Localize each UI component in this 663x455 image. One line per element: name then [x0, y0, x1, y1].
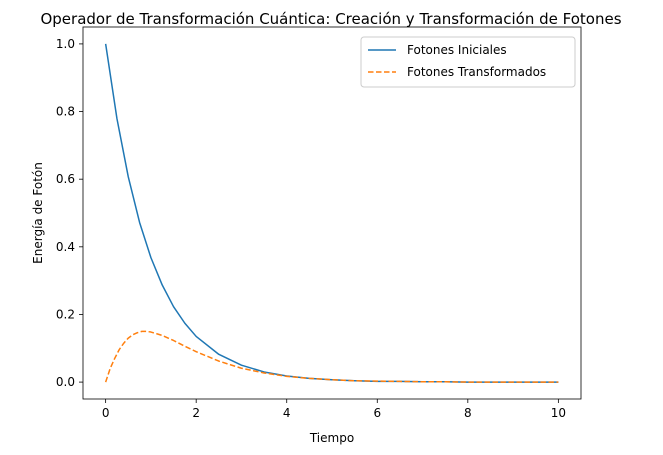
legend-label-fotones-iniciales: Fotones Iniciales [407, 43, 507, 57]
x-tick-label: 8 [464, 406, 472, 420]
legend-label-fotones-transformados: Fotones Transformados [407, 65, 546, 79]
x-axis-ticks: 0 2 4 6 8 10 [102, 399, 566, 420]
x-tick-label: 2 [192, 406, 200, 420]
y-axis-label: Energía de Fotón [31, 162, 45, 264]
y-tick-label: 1.0 [56, 37, 75, 51]
x-tick-label: 10 [551, 406, 566, 420]
x-tick-label: 4 [283, 406, 291, 420]
plot-frame [82, 26, 582, 400]
y-tick-label: 0.8 [56, 105, 75, 119]
legend: Fotones Iniciales Fotones Transformados [360, 36, 576, 88]
y-axis-ticks: 0.0 0.2 0.4 0.6 0.8 1.0 [56, 37, 83, 389]
x-tick-label: 6 [373, 406, 381, 420]
y-tick-label: 0.0 [56, 375, 75, 389]
series-line-fotones-transformados [104, 330, 559, 383]
chart-title: Operador de Transformación Cuántica: Cre… [40, 10, 621, 28]
series-layer [104, 43, 559, 383]
y-tick-label: 0.4 [56, 240, 75, 254]
legend-box [360, 36, 576, 88]
x-axis-label: Tiempo [309, 431, 354, 445]
y-tick-label: 0.6 [56, 172, 75, 186]
y-tick-label: 0.2 [56, 307, 75, 321]
x-tick-label: 0 [102, 406, 110, 420]
